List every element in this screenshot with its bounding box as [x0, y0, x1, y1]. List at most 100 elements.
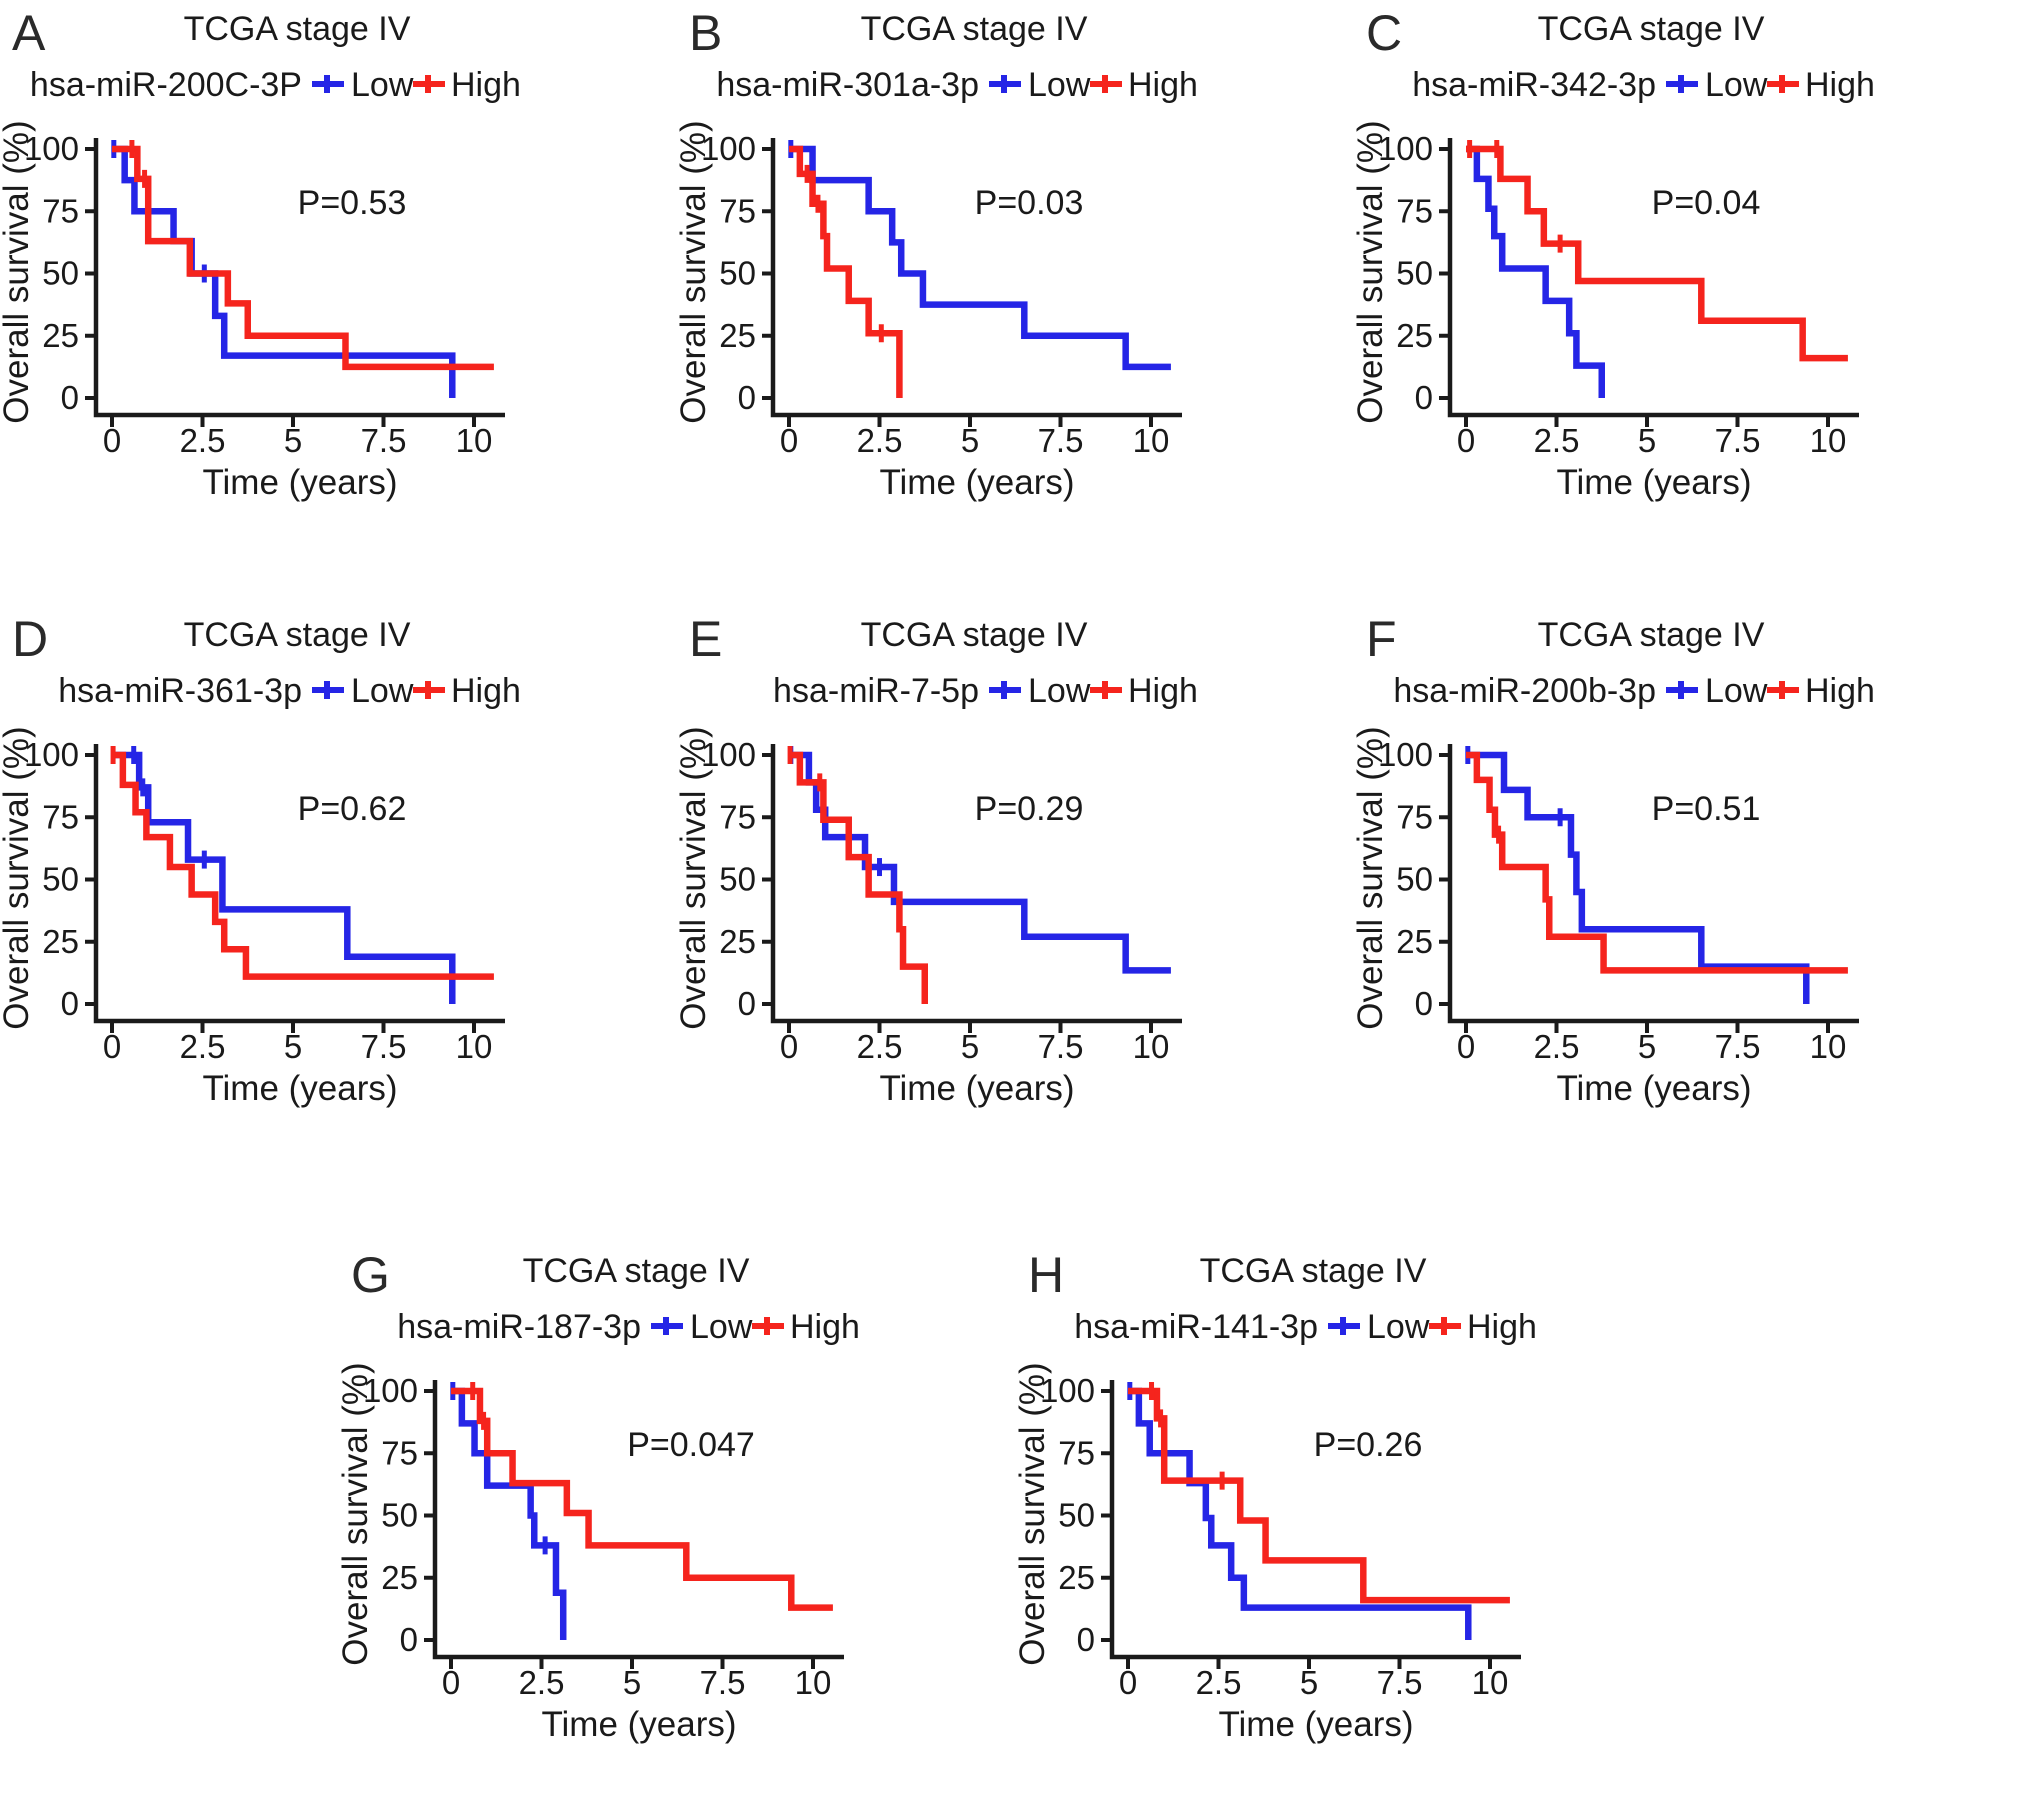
- survival-plot: B TCGA stage IV hsa-miR-301a-3p Low High…: [677, 5, 1198, 502]
- axis-spines: [770, 744, 1182, 1024]
- legend-mirna-label: hsa-miR-200C-3P: [30, 66, 302, 104]
- x-tick-label: 10: [1810, 1028, 1847, 1065]
- y-tick-label: 0: [400, 1621, 418, 1658]
- p-value-label: P=0.53: [298, 184, 407, 222]
- y-axis-title: Overall survival (%): [677, 726, 713, 1029]
- y-tick-label: 75: [1396, 192, 1433, 229]
- x-tick-label: 10: [1810, 422, 1847, 459]
- km-panel-H: H TCGA stage IV hsa-miR-141-3p Low High …: [1016, 1212, 1693, 1818]
- y-tick-label: 25: [719, 923, 756, 960]
- panel-title: TCGA stage IV: [1200, 1252, 1427, 1290]
- x-tick-label: 0: [1457, 422, 1475, 459]
- km-panel-G: G TCGA stage IV hsa-miR-187-3p Low High …: [339, 1212, 1016, 1818]
- y-tick-label: 75: [719, 798, 756, 835]
- km-curve-low: [1128, 1387, 1472, 1640]
- y-tick-label: 0: [738, 379, 756, 416]
- y-tick-label: 100: [24, 736, 79, 773]
- panel-letter: A: [12, 5, 46, 61]
- y-tick-label: 75: [42, 192, 79, 229]
- legend-low-label: Low: [1028, 66, 1091, 104]
- km-curve-high: [112, 145, 494, 371]
- panel-title: TCGA stage IV: [523, 1252, 750, 1290]
- panel-letter: E: [689, 611, 722, 667]
- x-tick-label: 2.5: [1534, 1028, 1580, 1065]
- km-curve-high: [789, 751, 928, 1004]
- legend-high-marker-icon: [1429, 1317, 1461, 1335]
- panel-title: TCGA stage IV: [1538, 616, 1765, 654]
- y-tick-label: 50: [1396, 861, 1433, 898]
- x-tick-label: 0: [1119, 1664, 1137, 1701]
- y-axis-title: Overall survival (%): [1354, 726, 1390, 1029]
- figure-row-2: D TCGA stage IV hsa-miR-361-3p Low High …: [0, 606, 2032, 1212]
- legend: hsa-miR-187-3p Low High: [397, 1308, 860, 1346]
- x-tick-label: 7.5: [361, 422, 407, 459]
- y-tick-label: 25: [42, 923, 79, 960]
- y-axis-title: Overall survival (%): [339, 1362, 375, 1665]
- survival-plot: H TCGA stage IV hsa-miR-141-3p Low High …: [1016, 1247, 1537, 1744]
- legend-mirna-label: hsa-miR-342-3p: [1412, 66, 1656, 104]
- x-tick-label: 0: [103, 422, 121, 459]
- x-tick-label: 7.5: [1715, 1028, 1761, 1065]
- km-curve-high: [1466, 751, 1848, 974]
- legend-low-marker-icon: [1666, 681, 1698, 699]
- x-axis-title: Time (years): [1218, 1705, 1413, 1744]
- legend-low-marker-icon: [989, 681, 1021, 699]
- y-tick-label: 100: [1040, 1372, 1095, 1409]
- y-tick-label: 100: [363, 1372, 418, 1409]
- legend-low-marker-icon: [1328, 1317, 1360, 1335]
- legend-low-marker-icon: [651, 1317, 683, 1335]
- km-curve-high: [112, 751, 494, 980]
- y-tick-label: 100: [701, 736, 756, 773]
- legend-high-marker-icon: [1767, 75, 1799, 93]
- axes: 0 25 50 75 100 0 2.5 5 7.5 10: [1040, 1372, 1521, 1701]
- x-axis-title: Time (years): [879, 463, 1074, 502]
- legend-low-label: Low: [1705, 66, 1768, 104]
- panel-title: TCGA stage IV: [184, 10, 411, 48]
- legend-mirna-label: hsa-miR-187-3p: [397, 1308, 641, 1346]
- legend: hsa-miR-200C-3P Low High: [30, 66, 521, 104]
- legend-low-marker-icon: [312, 75, 344, 93]
- axis-spines: [93, 138, 505, 418]
- survival-plot: C TCGA stage IV hsa-miR-342-3p Low High …: [1354, 5, 1875, 502]
- p-value-label: P=0.29: [975, 790, 1084, 828]
- legend: hsa-miR-200b-3p Low High: [1393, 672, 1875, 710]
- legend-low-marker-icon: [1666, 75, 1698, 93]
- axes: 0 25 50 75 100 0 2.5 5 7.5 10: [1378, 130, 1859, 459]
- legend-mirna-label: hsa-miR-200b-3p: [1393, 672, 1656, 710]
- km-panel-D: D TCGA stage IV hsa-miR-361-3p Low High …: [0, 606, 677, 1212]
- legend: hsa-miR-7-5p Low High: [773, 672, 1198, 710]
- km-panel-B: B TCGA stage IV hsa-miR-301a-3p Low High…: [677, 0, 1354, 606]
- p-value-label: P=0.26: [1314, 1426, 1423, 1464]
- p-value-label: P=0.62: [298, 790, 407, 828]
- panel-title: TCGA stage IV: [184, 616, 411, 654]
- x-tick-label: 5: [623, 1664, 641, 1701]
- x-tick-label: 0: [103, 1028, 121, 1065]
- panel-letter: B: [689, 5, 722, 61]
- x-tick-label: 2.5: [1196, 1664, 1242, 1701]
- x-axis-title: Time (years): [1556, 1069, 1751, 1108]
- x-tick-label: 2.5: [1534, 422, 1580, 459]
- legend-high-label: High: [1805, 672, 1875, 710]
- figure-row-3: G TCGA stage IV hsa-miR-187-3p Low High …: [0, 1212, 2032, 1818]
- y-tick-label: 25: [381, 1559, 418, 1596]
- axes: 0 25 50 75 100 0 2.5 5 7.5 10: [24, 736, 505, 1065]
- km-curve-high: [451, 1387, 833, 1611]
- y-tick-label: 25: [719, 317, 756, 354]
- y-tick-label: 0: [61, 379, 79, 416]
- legend-low-label: Low: [690, 1308, 753, 1346]
- legend-low-label: Low: [1028, 672, 1091, 710]
- x-axis-title: Time (years): [541, 1705, 736, 1744]
- curves: [450, 1382, 833, 1640]
- x-tick-label: 2.5: [180, 422, 226, 459]
- x-tick-label: 7.5: [1038, 1028, 1084, 1065]
- p-value-label: P=0.03: [975, 184, 1084, 222]
- figure-row-1: A TCGA stage IV hsa-miR-200C-3P Low High…: [0, 0, 2032, 606]
- x-tick-label: 7.5: [700, 1664, 746, 1701]
- y-tick-label: 0: [1415, 985, 1433, 1022]
- y-tick-label: 75: [42, 798, 79, 835]
- km-panel-F: F TCGA stage IV hsa-miR-200b-3p Low High…: [1354, 606, 2031, 1212]
- x-tick-label: 0: [442, 1664, 460, 1701]
- y-tick-label: 100: [1378, 736, 1433, 773]
- legend-low-marker-icon: [989, 75, 1021, 93]
- y-tick-label: 50: [42, 861, 79, 898]
